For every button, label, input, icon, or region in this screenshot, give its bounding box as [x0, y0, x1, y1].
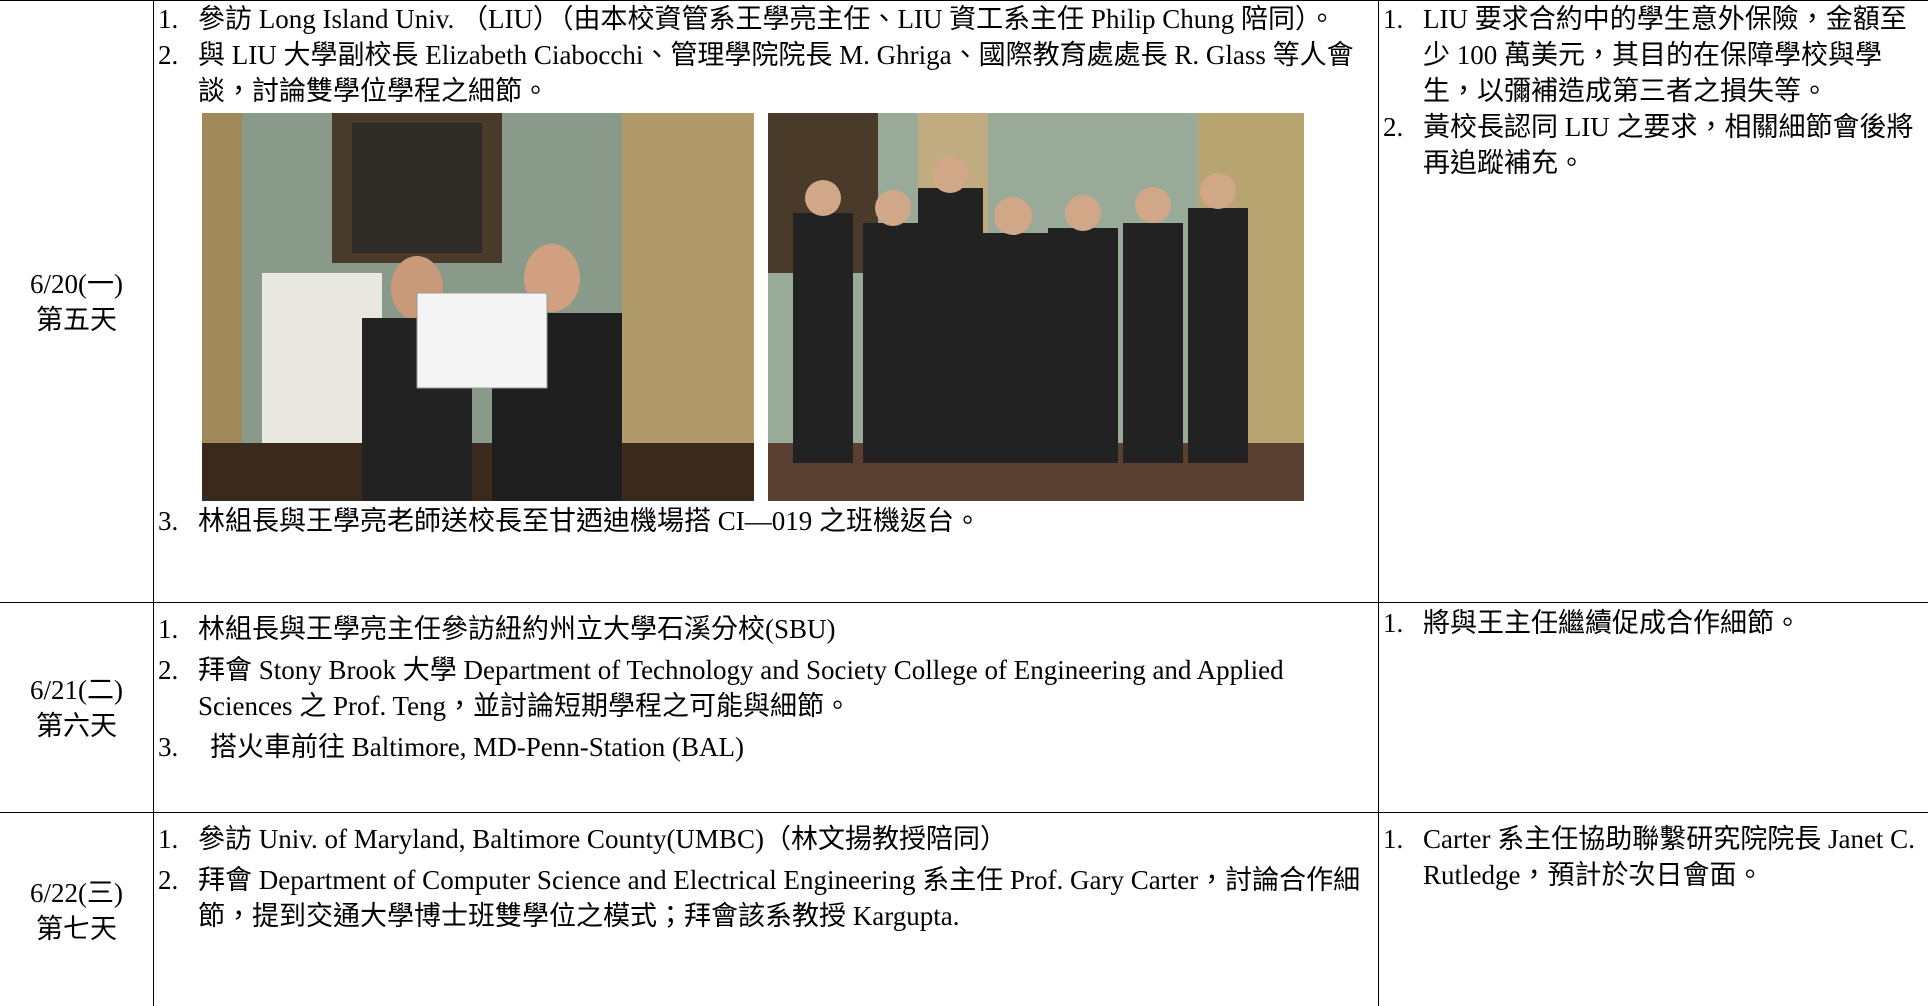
table-row: 6/21(二) 第六天 1.林組長與王學亮主任參訪紐約州立大學石溪分校(SBU)…	[0, 603, 1928, 813]
photos	[202, 113, 1378, 501]
item-text: 拜會 Department of Computer Science and El…	[198, 862, 1374, 934]
note: 1.Carter 系主任協助聯繫研究院院長 Janet C. Rutledge，…	[1379, 821, 1928, 893]
item: 2.拜會 Stony Brook 大學 Department of Techno…	[154, 652, 1378, 724]
item: 1.參訪 Long Island Univ. （LIU）（由本校資管系王學亮主任…	[154, 1, 1378, 37]
note-cell: 1.LIU 要求合約中的學生意外保險，金額至少 100 萬美元，其目的在保障學校…	[1379, 1, 1928, 603]
date: 6/22(三)	[0, 875, 153, 911]
item-text: 林組長與王學亮主任參訪紐約州立大學石溪分校(SBU)	[198, 611, 1374, 647]
item-number: 2.	[154, 862, 198, 934]
note-cell: 1.將與王主任繼續促成合作細節。	[1379, 603, 1928, 813]
item-number: 3.	[154, 503, 198, 539]
item-number: 1.	[154, 1, 198, 37]
date: 6/21(二)	[0, 672, 153, 708]
activity-cell: 1.參訪 Long Island Univ. （LIU）（由本校資管系王學亮主任…	[154, 1, 1379, 603]
item: 3.林組長與王學亮老師送校長至甘迺迪機場搭 CI—019 之班機返台。	[154, 503, 1378, 539]
item-text: 參訪 Univ. of Maryland, Baltimore County(U…	[198, 821, 1374, 857]
note-text: Carter 系主任協助聯繫研究院院長 Janet C. Rutledge，預計…	[1423, 821, 1924, 893]
item-text: 林組長與王學亮老師送校長至甘迺迪機場搭 CI—019 之班機返台。	[198, 503, 1374, 539]
item-number: 2.	[154, 37, 198, 109]
table-row: 6/22(三) 第七天 1.參訪 Univ. of Maryland, Balt…	[0, 813, 1928, 1006]
date: 6/20(一)	[0, 266, 153, 302]
date-cell: 6/21(二) 第六天	[0, 603, 154, 813]
item-number: 2.	[154, 652, 198, 724]
note-number: 1.	[1379, 1, 1423, 109]
note-number: 2.	[1379, 109, 1423, 181]
photo	[768, 113, 1304, 501]
item-number: 1.	[154, 611, 198, 647]
activity-cell: 1.林組長與王學亮主任參訪紐約州立大學石溪分校(SBU) 2.拜會 Stony …	[154, 603, 1379, 813]
item-text: 拜會 Stony Brook 大學 Department of Technolo…	[198, 652, 1374, 724]
note-number: 1.	[1379, 821, 1423, 893]
day: 第五天	[0, 302, 153, 338]
note: 1.LIU 要求合約中的學生意外保險，金額至少 100 萬美元，其目的在保障學校…	[1379, 1, 1928, 109]
note-text: 黃校長認同 LIU 之要求，相關細節會後將再追蹤補充。	[1423, 109, 1924, 181]
item-number: 3.	[154, 729, 198, 765]
item-text: 參訪 Long Island Univ. （LIU）（由本校資管系王學亮主任、L…	[198, 1, 1374, 37]
table-row: 6/20(一) 第五天 1.參訪 Long Island Univ. （LIU）…	[0, 1, 1928, 603]
item: 2.拜會 Department of Computer Science and …	[154, 862, 1378, 934]
photo	[202, 113, 754, 501]
note-text: 將與王主任繼續促成合作細節。	[1423, 605, 1924, 641]
item: 3.搭火車前往 Baltimore, MD-Penn-Station (BAL)	[154, 729, 1378, 765]
item-text: 搭火車前往 Baltimore, MD-Penn-Station (BAL)	[198, 729, 1374, 765]
note: 2.黃校長認同 LIU 之要求，相關細節會後將再追蹤補充。	[1379, 109, 1928, 181]
activity-cell: 1.參訪 Univ. of Maryland, Baltimore County…	[154, 813, 1379, 1006]
note-text: LIU 要求合約中的學生意外保險，金額至少 100 萬美元，其目的在保障學校與學…	[1423, 1, 1924, 109]
date-cell: 6/20(一) 第五天	[0, 1, 154, 603]
item-text: 與 LIU 大學副校長 Elizabeth Ciabocchi、管理學院院長 M…	[198, 37, 1374, 109]
item-number: 1.	[154, 821, 198, 857]
day: 第七天	[0, 911, 153, 947]
note: 1.將與王主任繼續促成合作細節。	[1379, 605, 1928, 641]
item: 2.與 LIU 大學副校長 Elizabeth Ciabocchi、管理學院院長…	[154, 37, 1378, 109]
date-cell: 6/22(三) 第七天	[0, 813, 154, 1006]
day: 第六天	[0, 708, 153, 744]
note-number: 1.	[1379, 605, 1423, 641]
note-cell: 1.Carter 系主任協助聯繫研究院院長 Janet C. Rutledge，…	[1379, 813, 1928, 1006]
item: 1.參訪 Univ. of Maryland, Baltimore County…	[154, 821, 1378, 857]
item: 1.林組長與王學亮主任參訪紐約州立大學石溪分校(SBU)	[154, 611, 1378, 647]
